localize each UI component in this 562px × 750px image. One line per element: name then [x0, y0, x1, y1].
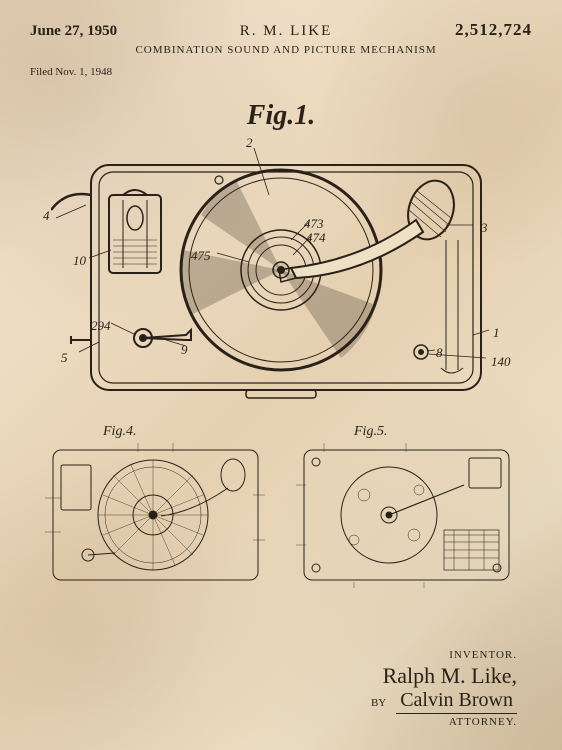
callout-5: 5: [61, 350, 68, 366]
callout-9: 9: [181, 342, 188, 358]
invention-title: COMBINATION SOUND AND PICTURE MECHANISM: [135, 44, 436, 56]
fig4-drawing: [43, 440, 268, 590]
figure-4: Fig.4.: [43, 440, 268, 590]
callout-294: 294: [91, 318, 111, 334]
fig4-label: Fig.4.: [103, 424, 136, 440]
fig5-drawing: [294, 440, 519, 590]
callout-140: 140: [491, 354, 511, 370]
figure-1: 241047547347432945981140: [51, 140, 511, 410]
signature-block: INVENTOR. Ralph M. Like, BY Calvin Brown…: [267, 649, 517, 728]
patent-sheet: June 27, 1950 R. M. LIKE COMBINATION SOU…: [0, 0, 562, 750]
attorney-label: ATTORNEY.: [267, 716, 517, 728]
attorney-line: BY Calvin Brown: [267, 689, 517, 714]
inventor-label: INVENTOR.: [267, 649, 517, 661]
attorney-signature: Calvin Brown: [396, 689, 517, 714]
by-label: BY: [371, 697, 386, 709]
figure-5: Fig.5.: [294, 440, 519, 590]
inventor-signature: Ralph M. Like,: [267, 663, 517, 689]
header-row: June 27, 1950 R. M. LIKE COMBINATION SOU…: [30, 20, 532, 56]
callout-8: 8: [436, 345, 443, 361]
callout-10: 10: [73, 253, 86, 269]
callout-3: 3: [481, 220, 488, 236]
inventor-abbr: R. M. LIKE: [135, 23, 436, 40]
callout-2: 2: [246, 135, 253, 151]
patent-number: 2,512,724: [455, 20, 532, 40]
fig1-drawing: [51, 140, 511, 410]
fig1-label: Fig.1.: [30, 100, 532, 132]
issue-date: June 27, 1950: [30, 23, 117, 40]
callout-474: 474: [306, 230, 326, 246]
callout-475: 475: [191, 248, 211, 264]
sub-figures-row: Fig.4.: [30, 440, 532, 590]
fig5-label: Fig.5.: [354, 424, 387, 440]
header-center: R. M. LIKE COMBINATION SOUND AND PICTURE…: [135, 23, 436, 56]
callout-1: 1: [493, 325, 500, 341]
callout-4: 4: [43, 208, 50, 224]
filed-date: Filed Nov. 1, 1948: [30, 66, 532, 78]
